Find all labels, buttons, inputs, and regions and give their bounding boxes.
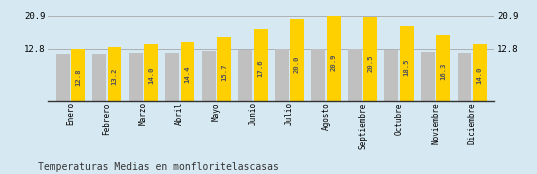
Bar bbox=[238, 50, 252, 101]
Bar bbox=[473, 44, 487, 101]
Bar bbox=[56, 54, 69, 101]
Bar bbox=[217, 37, 231, 101]
Bar bbox=[202, 51, 216, 101]
Text: 18.5: 18.5 bbox=[404, 58, 410, 76]
Bar bbox=[458, 53, 471, 101]
Bar bbox=[311, 49, 325, 101]
Bar bbox=[348, 49, 362, 101]
Bar bbox=[290, 19, 304, 101]
Text: 20.0: 20.0 bbox=[294, 56, 300, 73]
Text: 14.4: 14.4 bbox=[185, 66, 191, 83]
Bar bbox=[180, 42, 194, 101]
Text: 14.0: 14.0 bbox=[477, 66, 483, 84]
Text: 14.0: 14.0 bbox=[148, 66, 154, 84]
Bar bbox=[129, 53, 143, 101]
Text: 13.2: 13.2 bbox=[112, 68, 118, 85]
Bar bbox=[363, 17, 377, 101]
Text: 20.9: 20.9 bbox=[331, 54, 337, 71]
Bar bbox=[437, 35, 450, 101]
Bar bbox=[71, 49, 85, 101]
Bar bbox=[326, 16, 340, 101]
Text: Temperaturas Medias en monfloritelascasas: Temperaturas Medias en monfloritelascasa… bbox=[38, 162, 279, 172]
Bar bbox=[165, 53, 179, 101]
Text: 16.3: 16.3 bbox=[440, 62, 446, 80]
Bar bbox=[107, 47, 121, 101]
Bar bbox=[400, 26, 413, 101]
Bar bbox=[92, 54, 106, 101]
Bar bbox=[253, 29, 267, 101]
Bar bbox=[275, 49, 289, 101]
Text: 15.7: 15.7 bbox=[221, 63, 227, 81]
Bar bbox=[421, 52, 435, 101]
Text: 12.8: 12.8 bbox=[75, 69, 81, 86]
Text: 20.5: 20.5 bbox=[367, 55, 373, 72]
Bar bbox=[144, 44, 158, 101]
Bar bbox=[384, 50, 398, 101]
Text: 17.6: 17.6 bbox=[258, 60, 264, 77]
